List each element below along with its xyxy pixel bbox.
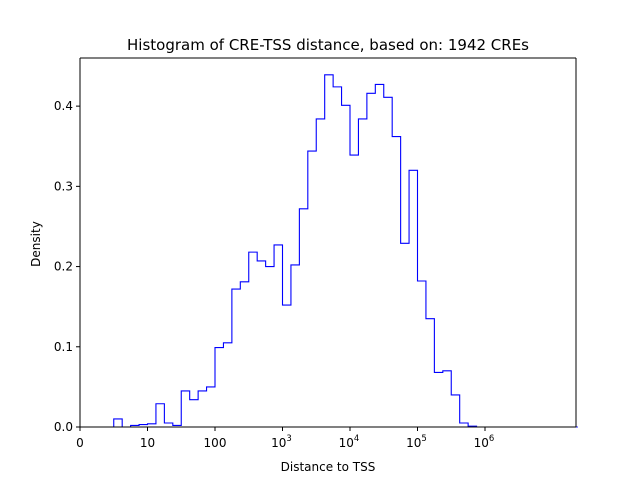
y-axis: 0.0 0.1 0.2 0.3 0.4 [54,99,80,434]
y-tick-label: 0.1 [54,340,73,354]
x-tick-label: 10 [140,436,155,450]
plot-area [79,57,578,428]
y-tick-label: 0.3 [54,179,73,193]
x-tick-label: 103 [271,434,292,450]
histogram-step-line [113,74,578,428]
y-tick-label: 0.4 [54,99,73,113]
y-tick-label: 0.0 [54,420,73,434]
y-axis-label: Density [29,221,43,267]
x-axis: 0 10 100 103 104 105 106 [76,427,494,450]
x-tick-label: 106 [474,434,495,450]
y-tick-label: 0.2 [54,260,73,274]
chart-title: Histogram of CRE-TSS distance, based on:… [127,36,529,54]
x-axis-label: Distance to TSS [281,460,376,474]
x-tick-label: 105 [406,434,427,450]
x-tick-label: 0 [76,436,84,450]
x-tick-label: 104 [339,434,360,450]
x-tick-label: 100 [204,436,227,450]
